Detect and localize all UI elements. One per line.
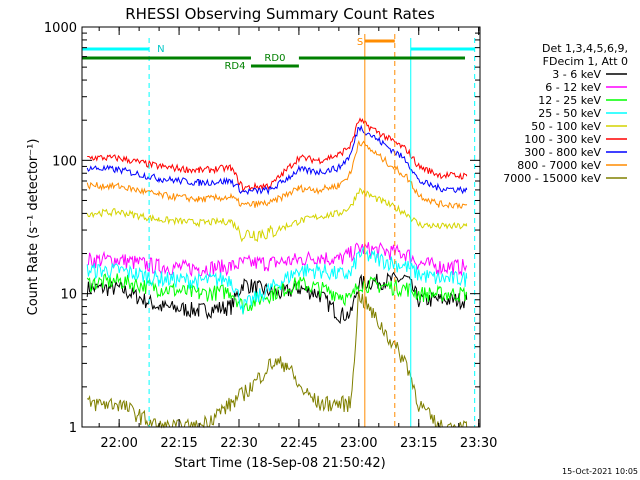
x-tick-label-3: 22:45 — [280, 436, 317, 451]
x-tick-label-4: 23:00 — [340, 436, 377, 451]
series-line-7 — [86, 124, 468, 196]
x-tick-label-6: 23:30 — [460, 436, 497, 451]
legend-label-8: 800 - 7000 keV — [517, 159, 601, 172]
series-line-8 — [86, 139, 468, 210]
series-line-9 — [86, 290, 468, 429]
legend-label-2: 6 - 12 keV — [545, 81, 601, 94]
y-tick-label-1: 10 — [60, 288, 77, 303]
legend-header-0: Det 1,3,4,5,6,9, — [542, 42, 628, 55]
x-tick-label-1: 22:15 — [160, 436, 197, 451]
legend-label-1: 3 - 6 keV — [552, 68, 601, 81]
legend-label-4: 25 - 50 keV — [538, 107, 601, 120]
observing-annotations: N S RD0 RD4 — [82, 34, 476, 427]
rd4-label: RD4 — [224, 61, 245, 72]
y-tick-label-3: 1000 — [44, 21, 77, 36]
night-label: N — [157, 44, 164, 55]
series-lines — [86, 117, 468, 429]
plot-frame — [81, 26, 481, 428]
timestamp-label: 15-Oct-2021 10:05 — [562, 467, 638, 476]
series-line-4 — [86, 245, 468, 315]
x-axis: 22:00 22:15 22:30 22:45 23:00 23:15 23:30 — [98, 27, 497, 451]
legend-label-9: 7000 - 15000 keV — [503, 172, 601, 185]
saa-label: S — [357, 37, 363, 48]
y-axis-label: Count Rate (s⁻¹ detector⁻¹) — [26, 139, 41, 316]
legend-header-1: FDecim 1, Att 0 — [543, 55, 628, 68]
chart-title: RHESSI Observing Summary Count Rates — [125, 5, 435, 23]
y-axis: 1 10 100 1000 — [44, 21, 480, 436]
x-tick-label-2: 22:30 — [220, 436, 257, 451]
y-tick-label-0: 1 — [69, 421, 77, 436]
legend-label-3: 12 - 25 keV — [538, 94, 601, 107]
legend-label-6: 100 - 300 keV — [524, 133, 601, 146]
x-tick-label-0: 22:00 — [100, 436, 137, 451]
legend: Det 1,3,4,5,6,9,FDecim 1, Att 03 - 6 keV… — [503, 42, 628, 185]
series-line-2 — [86, 241, 468, 278]
series-line-6 — [87, 117, 468, 193]
series-line-5 — [86, 187, 468, 243]
y-tick-label-2: 100 — [52, 154, 77, 169]
rd0-label: RD0 — [264, 53, 285, 64]
legend-label-7: 300 - 800 keV — [524, 146, 601, 159]
x-tick-label-5: 23:15 — [400, 436, 437, 451]
x-axis-label: Start Time (18-Sep-08 21:50:42) — [174, 456, 385, 471]
legend-label-5: 50 - 100 keV — [531, 120, 601, 133]
